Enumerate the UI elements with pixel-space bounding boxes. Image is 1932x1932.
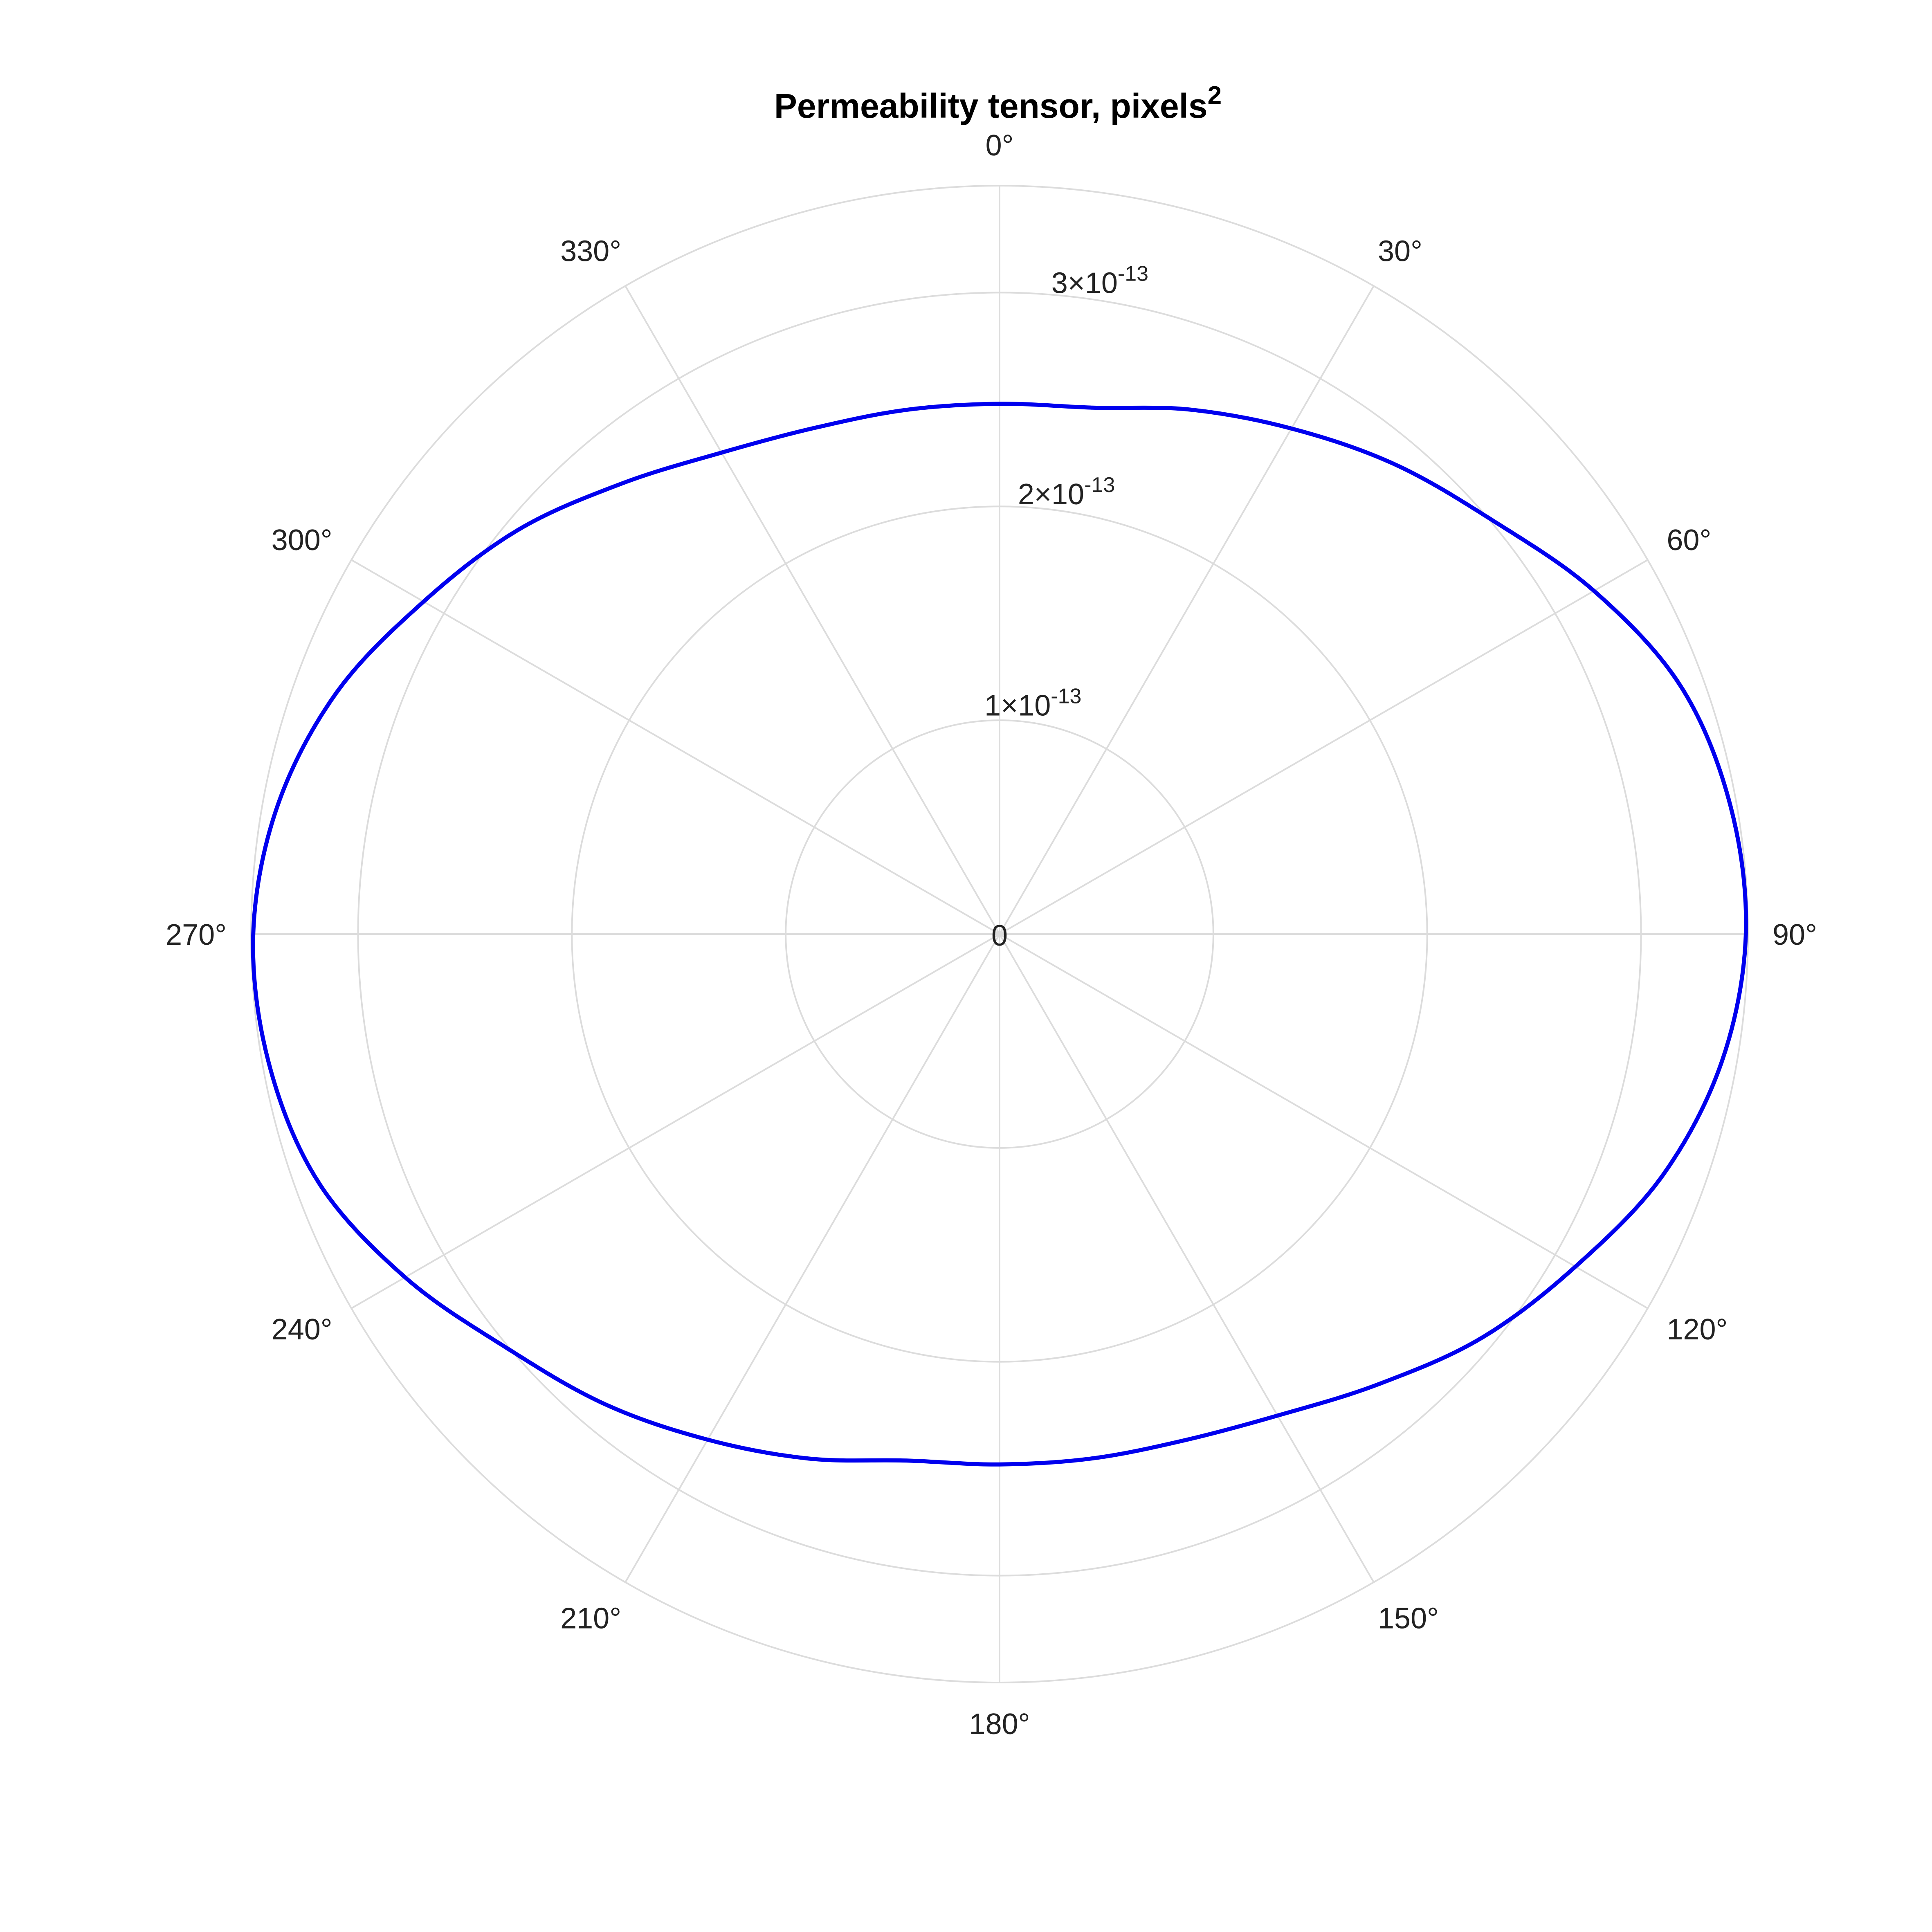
grid-spoke: [999, 285, 1375, 935]
series-layer: [251, 402, 1748, 1467]
chart-title: Permeability tensor, pixels2: [774, 81, 1222, 125]
radial-tick-label: 3×10-13: [1051, 262, 1148, 300]
angle-tick-label: 330°: [560, 235, 621, 268]
grid-spoke: [351, 933, 1000, 1309]
grid-spoke: [625, 933, 1000, 1583]
angle-tick-label: 210°: [560, 1602, 621, 1635]
radial-tick-labels: 0 1×10-13 2×10-13 3×10-13: [984, 262, 1148, 952]
angle-tick-label: 30°: [1378, 235, 1422, 268]
grid-spoke: [351, 559, 1000, 935]
angle-tick-label: 0°: [986, 129, 1014, 162]
series-line: [251, 402, 1748, 1467]
angle-tick-label: 180°: [969, 1708, 1030, 1741]
chart-title-superscript: 2: [1208, 81, 1222, 110]
grid-spoke: [999, 933, 1375, 1583]
angle-tick-label: 90°: [1772, 919, 1817, 951]
angle-tick-label: 60°: [1667, 524, 1711, 557]
radial-tick-label: 0: [991, 919, 1008, 952]
grid-spoke: [999, 559, 1648, 935]
chart-title-text: Permeability tensor, pixels: [774, 87, 1208, 125]
angle-tick-label: 300°: [272, 524, 332, 557]
angle-tick-label: 150°: [1378, 1602, 1439, 1635]
angle-tick-label: 240°: [272, 1313, 332, 1346]
grid-spoke: [999, 933, 1648, 1309]
radial-tick-label: 2×10-13: [1018, 473, 1115, 511]
angle-tick-label: 270°: [166, 919, 227, 951]
angular-tick-labels: 0° 30° 60° 90° 120° 150° 180° 210° 240° 270° 300° 3…: [166, 129, 1817, 1741]
angular-grid: [251, 186, 1748, 1683]
grid-spoke: [625, 285, 1000, 935]
angle-tick-label: 120°: [1667, 1313, 1728, 1346]
radial-tick-label: 1×10-13: [984, 685, 1081, 722]
